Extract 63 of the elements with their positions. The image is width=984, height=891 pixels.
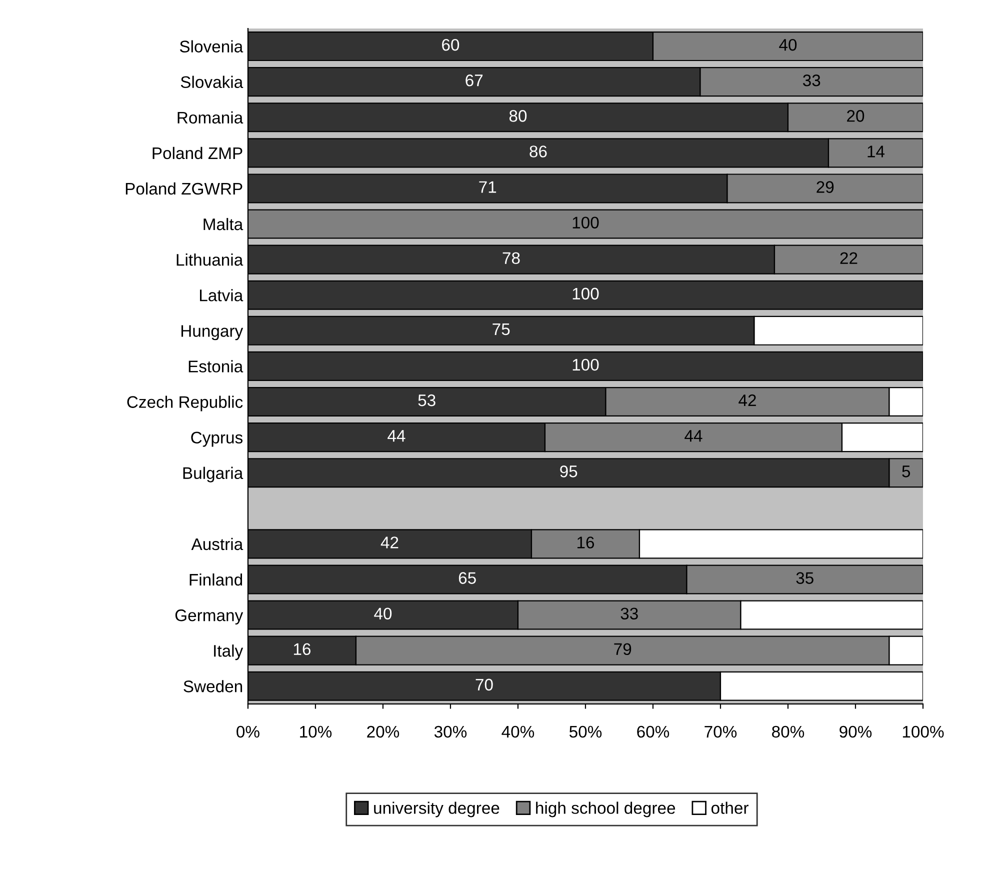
- x-tick-label: 100%: [902, 726, 944, 738]
- y-tick-label: Slovenia: [180, 40, 244, 52]
- y-tick-label: Slovakia: [180, 76, 244, 88]
- y-tick-label: Czech Republic: [127, 396, 243, 412]
- data-label: 33: [620, 608, 638, 620]
- data-label: 29: [816, 181, 834, 193]
- x-tick-label: 50%: [569, 726, 602, 738]
- y-tick-label: Latvia: [200, 289, 244, 302]
- y-tick-label: Poland ZGWRP: [126, 182, 242, 195]
- data-label: 33: [802, 74, 820, 86]
- data-label: 20: [847, 110, 864, 122]
- y-tick-label: Bulgaria: [183, 466, 244, 482]
- data-label: 71: [479, 181, 496, 193]
- data-label: 67: [466, 74, 483, 86]
- data-label: 16: [294, 643, 311, 656]
- y-tick-label: Lithuania: [176, 254, 244, 266]
- y-tick-label: Estonia: [188, 360, 244, 372]
- data-label: 40: [779, 38, 797, 51]
- legend-label: high school degree: [536, 802, 676, 818]
- y-tick-label: Poland ZMP: [152, 146, 242, 160]
- x-tick-label: 70%: [704, 726, 737, 738]
- x-tick-label: 60%: [637, 726, 670, 738]
- y-tick-label: Cyprus: [191, 432, 243, 447]
- x-tick-label: 90%: [840, 726, 872, 738]
- y-tick-label: Malta: [204, 218, 244, 230]
- y-tick-label: Romania: [178, 111, 244, 124]
- data-label: 70: [476, 678, 493, 691]
- data-label: 42: [380, 536, 398, 548]
- x-tick-label: 30%: [434, 726, 467, 738]
- x-tick-label: 10%: [300, 726, 332, 738]
- data-label: 44: [388, 430, 406, 442]
- y-tick-label: Finland: [190, 573, 242, 586]
- data-label: 86: [530, 146, 547, 158]
- x-tick-label: 40%: [502, 726, 534, 738]
- y-tick-label: Austria: [191, 538, 244, 550]
- data-label: 35: [796, 572, 814, 584]
- data-label: 100: [572, 358, 599, 371]
- data-label: 95: [560, 466, 578, 478]
- y-tick-label: Hungary: [181, 325, 244, 340]
- data-label: 100: [572, 216, 599, 228]
- data-label: 80: [509, 110, 527, 122]
- y-tick-label: Italy: [214, 644, 244, 660]
- data-label: 75: [492, 324, 510, 336]
- x-tick-label: 0%: [236, 726, 260, 738]
- data-label: 79: [614, 643, 632, 656]
- data-label: 22: [840, 252, 858, 264]
- data-label: 5: [902, 466, 910, 478]
- y-tick-label: Sweden: [184, 680, 242, 692]
- data-label: 60: [442, 38, 460, 51]
- legend-label: other: [711, 802, 748, 814]
- x-tick-label: 80%: [772, 726, 804, 738]
- data-label: 53: [418, 394, 436, 406]
- legend-label: university degree: [374, 802, 500, 818]
- data-label: 78: [502, 252, 520, 264]
- data-label: 65: [458, 572, 476, 584]
- x-tick-label: 20%: [367, 726, 400, 738]
- data-label: 40: [374, 608, 392, 620]
- data-label: 100: [572, 288, 599, 300]
- data-label: 16: [577, 536, 594, 548]
- y-tick-label: Germany: [175, 609, 244, 625]
- data-label: 14: [868, 146, 885, 158]
- data-label: 42: [738, 394, 756, 406]
- data-label: 44: [684, 430, 702, 442]
